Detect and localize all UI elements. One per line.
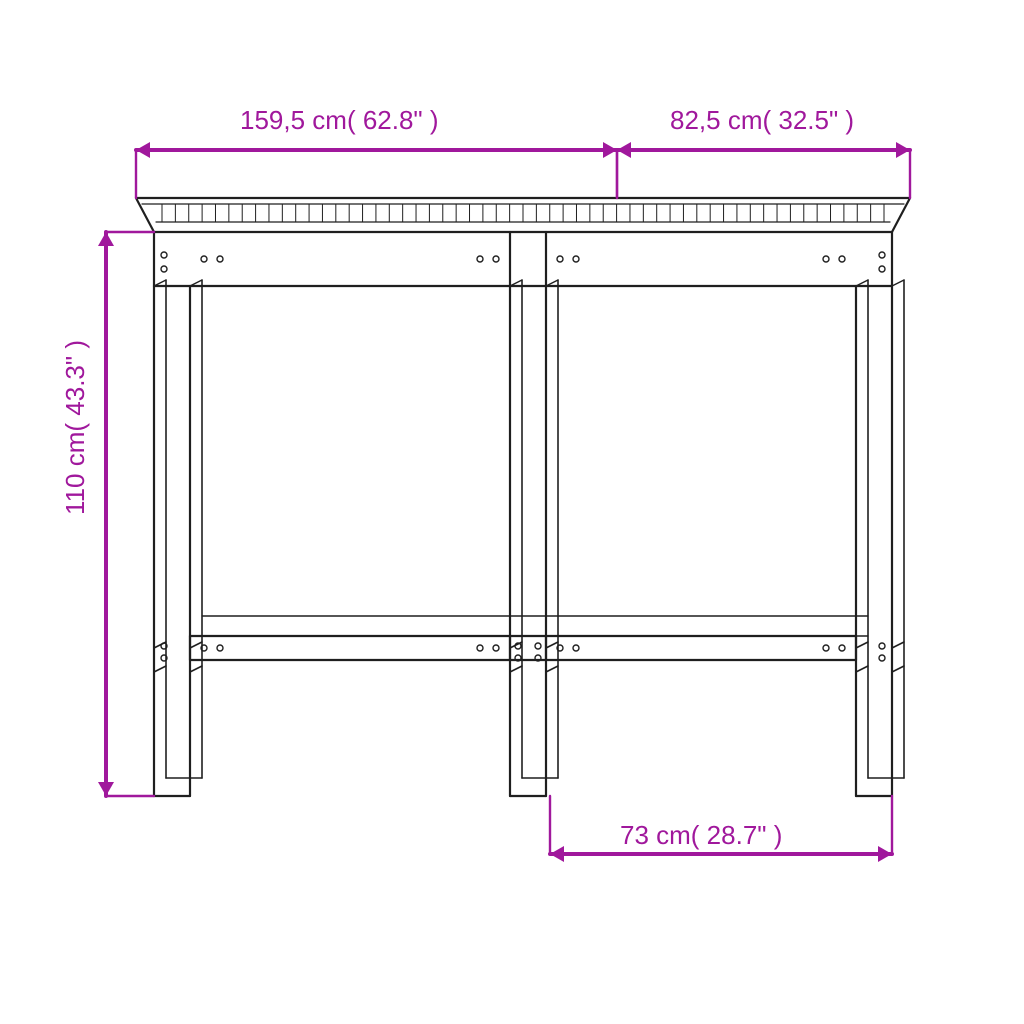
table-dimension-diagram	[0, 0, 1024, 1024]
dim-label-depth-top: 82,5 cm( 32.5" )	[670, 105, 854, 136]
dimension-lines	[98, 142, 910, 862]
dim-label-width-top: 159,5 cm( 62.8" )	[240, 105, 439, 136]
dim-label-width-bottom: 73 cm( 28.7" )	[620, 820, 782, 851]
dim-label-height-left: 110 cm( 43.3" )	[60, 340, 91, 515]
table-line-drawing	[136, 198, 910, 796]
diagram-stage: 159,5 cm( 62.8" ) 82,5 cm( 32.5" ) 110 c…	[0, 0, 1024, 1024]
